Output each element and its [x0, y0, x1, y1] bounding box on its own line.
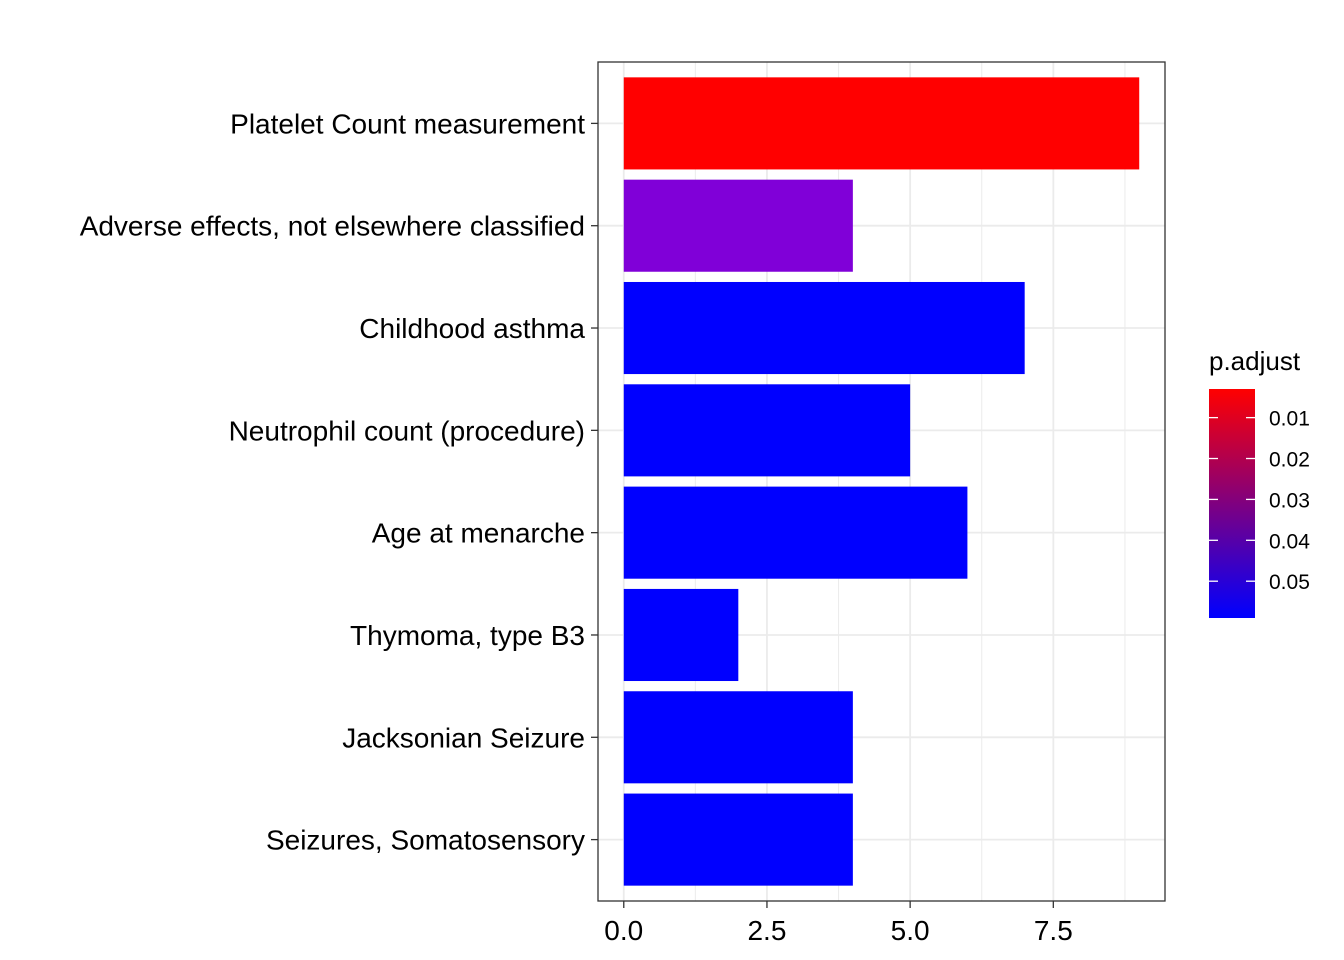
x-tick-label: 5.0 — [891, 915, 930, 946]
bar — [623, 77, 1140, 170]
legend-tick-label: 0.05 — [1269, 571, 1310, 594]
bar — [623, 281, 1025, 375]
category-label: Neutrophil count (procedure) — [229, 415, 585, 446]
plot-panel-border — [597, 61, 1166, 902]
category-label: Adverse effects, not elsewhere classifie… — [80, 211, 585, 242]
x-tick-label: 2.5 — [747, 915, 786, 946]
category-label: Age at menarche — [372, 518, 585, 549]
bar — [623, 691, 853, 784]
x-tick-label: 0.0 — [604, 915, 643, 946]
category-label: Jacksonian Seizure — [342, 722, 585, 753]
legend-tick-label: 0.03 — [1269, 489, 1310, 512]
legend-tick-label: 0.04 — [1269, 530, 1310, 553]
x-tick-label: 7.5 — [1034, 915, 1073, 946]
bar — [623, 384, 911, 477]
category-label: Platelet Count measurement — [230, 108, 585, 139]
bar — [623, 486, 968, 579]
category-label: Thymoma, type B3 — [350, 620, 585, 651]
bars — [623, 77, 1140, 886]
axes: Platelet Count measurement Adverse effect… — [80, 108, 1073, 946]
legend-tick-label: 0.01 — [1269, 408, 1310, 431]
bar — [623, 793, 853, 886]
bar — [623, 588, 739, 682]
legend-tick-label: 0.02 — [1269, 449, 1310, 472]
category-label: Seizures, Somatosensory — [266, 825, 585, 856]
bar — [623, 179, 853, 272]
legend-title: p.adjust — [1209, 346, 1301, 376]
category-label: Childhood asthma — [359, 313, 585, 344]
legend-colorbar — [1209, 389, 1255, 618]
legend: p.adjust 0.01 0.02 0.03 0.04 0.05 — [1209, 346, 1310, 618]
